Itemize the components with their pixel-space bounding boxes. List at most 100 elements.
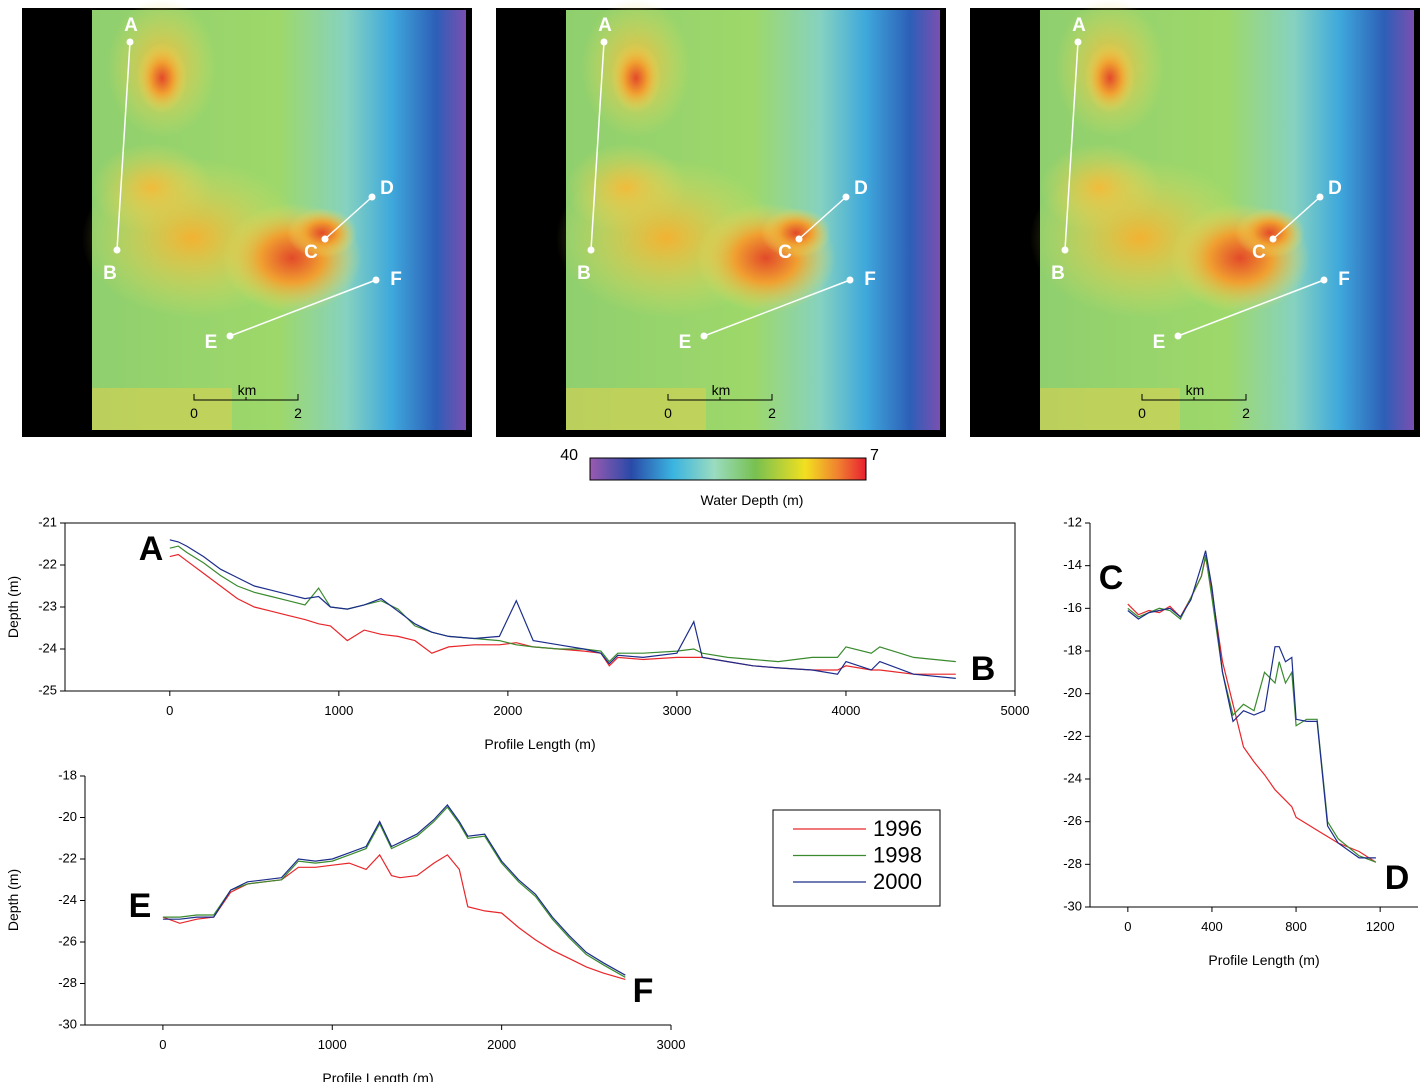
profile-point: [113, 246, 121, 254]
y-tick-label: -25: [38, 682, 57, 697]
shoal: [1235, 208, 1305, 258]
x-tick-label: 0: [1124, 919, 1131, 934]
x-tick-label: 2000: [487, 1037, 516, 1052]
point-label: C: [778, 242, 792, 263]
shelf: [92, 388, 232, 430]
y-tick-label: -22: [58, 850, 77, 865]
profile-end-label: E: [129, 887, 152, 925]
series-line: 1998: [162, 806, 626, 978]
x-axis-title: Profile Length (m): [484, 736, 595, 752]
scale-unit: km: [1186, 382, 1205, 398]
profile-point: [587, 246, 595, 254]
point-label: E: [205, 332, 218, 353]
point-label: E: [679, 332, 692, 353]
y-axis-title: Depth (m): [5, 869, 21, 931]
colorbar: [589, 457, 867, 481]
map-panel: A B C D E Fkm 0 2: [496, 0, 946, 437]
legend-label: 1996: [873, 816, 922, 841]
x-tick-label: 400: [1201, 919, 1223, 934]
y-tick-label: -16: [1063, 600, 1082, 615]
profile-line: [590, 41, 605, 251]
y-tick-label: -24: [1063, 770, 1082, 785]
shoal: [761, 208, 831, 258]
profile-point: [842, 193, 850, 201]
y-tick-label: -28: [58, 975, 77, 990]
scale-tick: 2: [768, 405, 776, 421]
point-label: A: [598, 15, 612, 36]
y-tick-label: -18: [1063, 642, 1082, 657]
profile-end-label: D: [1385, 859, 1410, 897]
shoal: [137, 43, 187, 113]
point-label: C: [1252, 242, 1266, 263]
profile-end-label: C: [1099, 559, 1124, 597]
point-label: F: [864, 269, 876, 290]
profile-point: [321, 235, 329, 243]
profile-end-label: F: [633, 972, 654, 1010]
profile-end-label: A: [139, 530, 164, 568]
y-tick-label: -30: [1063, 898, 1082, 913]
profile-line: [1272, 196, 1321, 240]
colorbar-max: 7: [870, 447, 879, 464]
scale-tick: 0: [190, 405, 198, 421]
series-line: 2000: [1127, 550, 1376, 859]
x-tick-label: 2000: [493, 703, 522, 718]
series-line: 1998: [169, 545, 956, 663]
colorbar-title: Water Depth (m): [701, 492, 804, 508]
profile-point: [1320, 276, 1328, 284]
y-tick-label: -20: [58, 809, 77, 824]
point-label: E: [1153, 332, 1166, 353]
series-line: 1996: [1127, 556, 1377, 863]
profile-point: [1269, 235, 1277, 243]
profile-point: [1174, 332, 1182, 340]
x-tick-label: 1000: [318, 1037, 347, 1052]
y-tick-label: -12: [1063, 514, 1082, 529]
scale-bar: [193, 394, 299, 401]
y-tick-label: -30: [58, 1016, 77, 1031]
point-label: C: [304, 242, 318, 263]
x-axis-title: Profile Length (m): [322, 1070, 433, 1082]
profile-point: [1316, 193, 1324, 201]
y-tick-label: -20: [1063, 685, 1082, 700]
x-tick-label: 800: [1285, 919, 1307, 934]
y-tick-label: -24: [58, 892, 77, 907]
scale-tick: 0: [1138, 405, 1146, 421]
scale-bar: [667, 394, 773, 401]
scale-unit: km: [238, 382, 257, 398]
shelf: [566, 388, 706, 430]
profile-line: [798, 196, 847, 240]
scale-tick: 2: [294, 405, 302, 421]
x-tick-label: 3000: [662, 703, 691, 718]
x-tick-label: 0: [166, 703, 173, 718]
scale-tick: 0: [664, 405, 672, 421]
profile-point: [846, 276, 854, 284]
legend: [772, 809, 941, 907]
y-tick-label: -23: [38, 598, 57, 613]
x-tick-label: 4000: [831, 703, 860, 718]
profile-line: [703, 279, 851, 337]
profile-point: [126, 38, 134, 46]
point-label: B: [577, 263, 591, 284]
series-line: 1996: [162, 853, 626, 980]
series-line: 2000: [169, 539, 956, 679]
point-label: D: [380, 178, 394, 199]
point-label: B: [1051, 263, 1065, 284]
profile-point: [600, 38, 608, 46]
profile-point: [1061, 246, 1069, 254]
profile-line: [1177, 279, 1325, 337]
colorbar-min: 40: [560, 447, 578, 464]
y-axis-title: Depth (m): [5, 576, 21, 638]
point-label: F: [1338, 269, 1350, 290]
profile-line: [116, 41, 131, 251]
profile-line: [324, 196, 373, 240]
y-tick-label: -22: [38, 556, 57, 571]
point-label: D: [1328, 178, 1342, 199]
y-tick-label: -22: [1063, 728, 1082, 743]
x-tick-label: 1000: [324, 703, 353, 718]
plot-frame: [64, 522, 1016, 692]
profile-point: [795, 235, 803, 243]
y-tick-label: -26: [58, 933, 77, 948]
shelf: [1040, 388, 1180, 430]
legend-label: 1998: [873, 842, 922, 867]
shoal: [287, 208, 357, 258]
